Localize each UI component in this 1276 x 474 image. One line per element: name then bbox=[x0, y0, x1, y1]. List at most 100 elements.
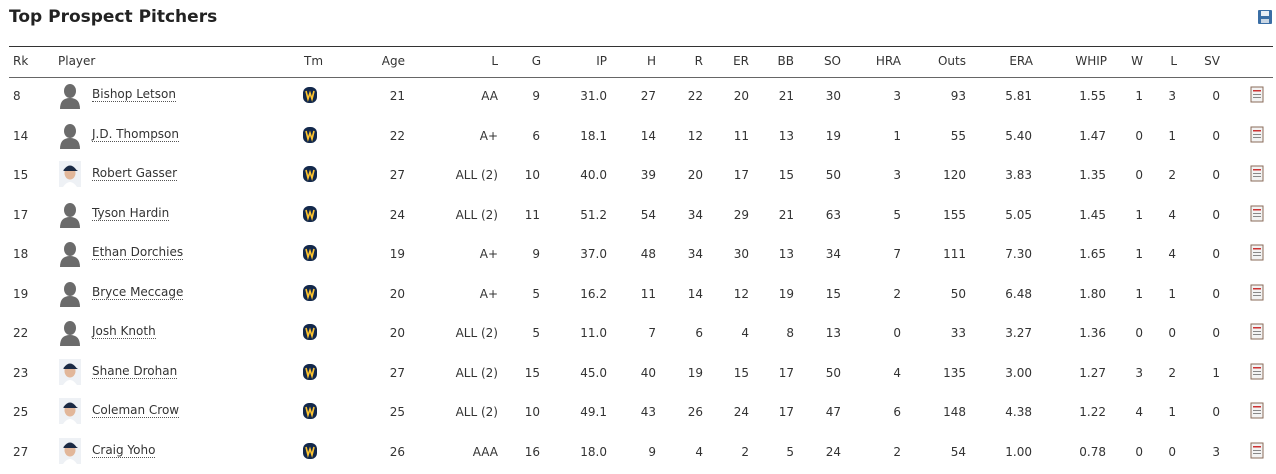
player-name[interactable]: Robert Gasser bbox=[92, 166, 178, 182]
cell: 1 bbox=[1168, 405, 1176, 420]
cell: 1 bbox=[1135, 286, 1143, 301]
cell: 0 bbox=[1135, 444, 1143, 459]
cell: 5.40 bbox=[1005, 128, 1032, 143]
cell: 4 bbox=[893, 365, 901, 380]
cell: 63 bbox=[825, 207, 841, 222]
cell: 21 bbox=[389, 89, 405, 103]
player-card-icon[interactable] bbox=[1250, 126, 1265, 144]
cell: 30 bbox=[733, 247, 749, 262]
cell: 25 bbox=[13, 405, 29, 420]
cell: 18 bbox=[13, 247, 29, 262]
cell: 4 bbox=[741, 326, 749, 341]
player-headshot bbox=[60, 242, 80, 268]
player-card-icon[interactable] bbox=[1250, 86, 1265, 104]
column-header: W bbox=[1131, 54, 1143, 68]
cell: 0 bbox=[1212, 89, 1220, 103]
title: Top Prospect Pitchers bbox=[9, 7, 218, 27]
cell: 2 bbox=[893, 444, 901, 459]
team-logo[interactable] bbox=[302, 363, 318, 381]
player-name[interactable]: Craig Yoho bbox=[92, 442, 156, 458]
cell: 1.80 bbox=[1079, 286, 1106, 301]
player-name[interactable]: Shane Drohan bbox=[92, 363, 178, 379]
cell: 31.0 bbox=[580, 89, 607, 103]
player-name[interactable]: Bishop Letson bbox=[92, 87, 176, 102]
cell: 19 bbox=[13, 286, 29, 301]
cell: 0 bbox=[1135, 168, 1143, 183]
column-header: IP bbox=[596, 54, 607, 68]
cell: 19 bbox=[778, 286, 794, 301]
cell: 3.00 bbox=[1005, 365, 1032, 380]
cell: 49.1 bbox=[580, 405, 607, 420]
cell: 20 bbox=[687, 168, 703, 183]
cell: 9 bbox=[532, 247, 540, 262]
player-card-icon[interactable] bbox=[1250, 363, 1265, 381]
cell: 1 bbox=[1135, 89, 1143, 103]
cell: 51.2 bbox=[580, 207, 607, 222]
cell: 11 bbox=[733, 128, 749, 143]
cell: 19 bbox=[389, 247, 405, 262]
cell: 40 bbox=[640, 365, 656, 380]
player-card-icon[interactable] bbox=[1250, 284, 1265, 302]
team-logo[interactable] bbox=[302, 165, 318, 183]
cell: 27 bbox=[389, 365, 405, 380]
column-header: BB bbox=[777, 54, 794, 68]
player-card-icon[interactable] bbox=[1250, 402, 1265, 420]
cell: 4 bbox=[1168, 207, 1176, 222]
player-card-icon[interactable] bbox=[1250, 244, 1265, 262]
cell: 14 bbox=[13, 128, 29, 143]
cell: 13 bbox=[825, 326, 841, 341]
cell: 2 bbox=[741, 444, 749, 459]
cell: 12 bbox=[687, 128, 703, 143]
team-logo[interactable] bbox=[302, 244, 318, 262]
team-logo[interactable] bbox=[302, 86, 318, 104]
cell: AAA bbox=[472, 444, 498, 459]
team-logo[interactable] bbox=[302, 323, 318, 341]
team-logo[interactable] bbox=[302, 284, 318, 302]
player-name[interactable]: Bryce Meccage bbox=[92, 284, 184, 300]
cell: 48 bbox=[640, 247, 656, 262]
cell: 1.27 bbox=[1079, 365, 1106, 380]
player-card-icon[interactable] bbox=[1250, 205, 1265, 223]
cell: 111 bbox=[943, 247, 966, 262]
cell: 1 bbox=[1135, 207, 1143, 222]
cell: 3.83 bbox=[1005, 168, 1032, 183]
cell: 2 bbox=[893, 286, 901, 301]
player-name[interactable]: Tyson Hardin bbox=[92, 205, 170, 221]
column-header: L bbox=[1170, 54, 1177, 68]
save-icon[interactable] bbox=[1257, 9, 1273, 25]
table-top-rule bbox=[9, 46, 1273, 47]
cell: 3 bbox=[1168, 89, 1176, 103]
cell: 0 bbox=[1212, 168, 1220, 183]
team-logo[interactable] bbox=[302, 402, 318, 420]
player-headshot bbox=[59, 358, 81, 385]
cell: 20 bbox=[389, 286, 405, 301]
cell: 17 bbox=[778, 365, 794, 380]
cell: 17 bbox=[13, 207, 29, 222]
cell: 4 bbox=[1135, 405, 1143, 420]
cell: 50 bbox=[825, 168, 841, 183]
cell: 93 bbox=[950, 89, 966, 103]
team-logo[interactable] bbox=[302, 205, 318, 223]
cell: 6 bbox=[532, 128, 540, 143]
player-card-icon[interactable] bbox=[1250, 442, 1265, 460]
team-logo[interactable] bbox=[302, 126, 318, 144]
cell: 2 bbox=[1168, 168, 1176, 183]
cell: 1.45 bbox=[1079, 207, 1106, 222]
cell: 0 bbox=[1212, 207, 1220, 222]
cell: 0.78 bbox=[1079, 444, 1106, 459]
player-name[interactable]: Josh Knoth bbox=[92, 324, 156, 340]
player-card-icon[interactable] bbox=[1250, 323, 1265, 341]
player-name[interactable]: Ethan Dorchies bbox=[92, 245, 184, 261]
player-headshot bbox=[60, 123, 80, 149]
player-headshot bbox=[60, 84, 80, 109]
cell: 10 bbox=[524, 168, 540, 183]
player-name[interactable]: J.D. Thompson bbox=[92, 126, 180, 142]
column-header: ER bbox=[733, 54, 749, 68]
cell: 2 bbox=[1168, 365, 1176, 380]
cell: 1 bbox=[1212, 365, 1220, 380]
cell: 3 bbox=[1212, 444, 1220, 459]
cell: 7 bbox=[893, 247, 901, 262]
player-name[interactable]: Coleman Crow bbox=[92, 403, 180, 419]
team-logo[interactable] bbox=[302, 442, 318, 460]
player-card-icon[interactable] bbox=[1250, 165, 1265, 183]
